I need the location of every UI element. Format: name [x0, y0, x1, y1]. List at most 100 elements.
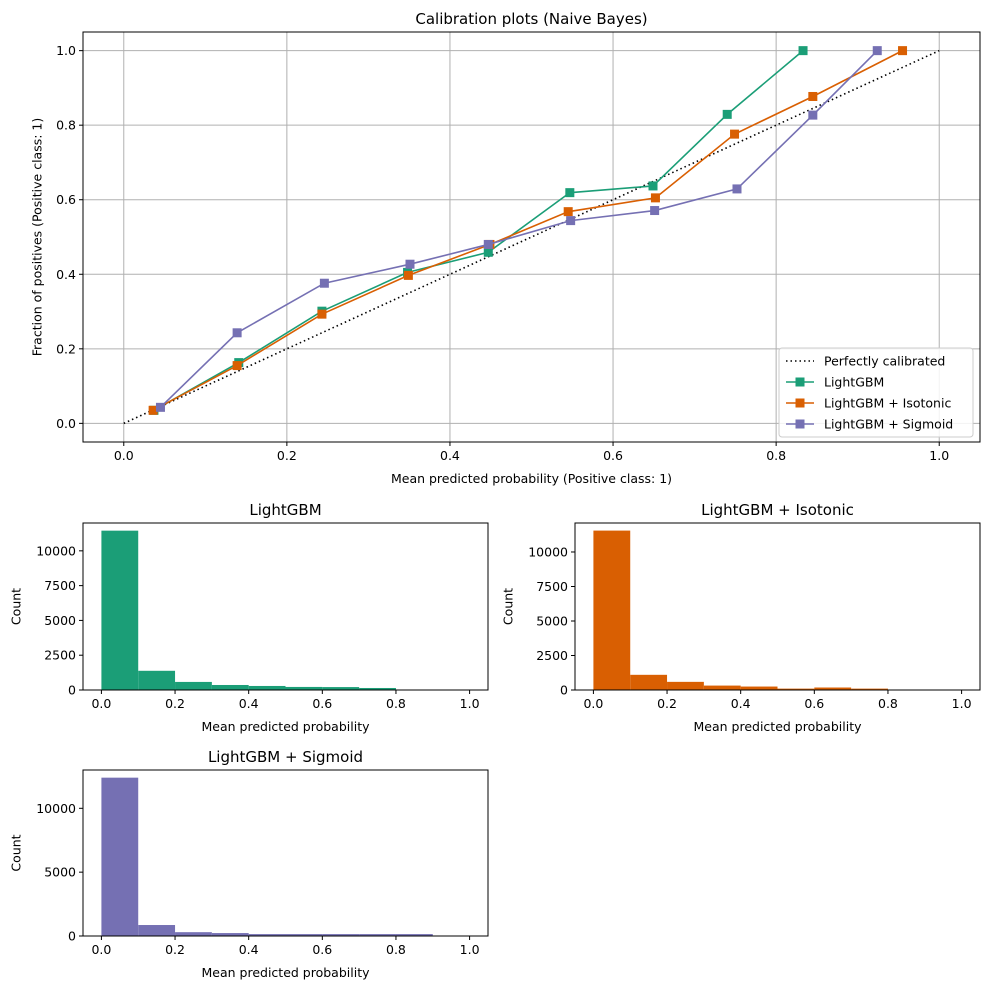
data-point-marker [732, 184, 742, 194]
x-tick-label: 0.8 [878, 696, 898, 711]
legend-swatch-marker [795, 377, 805, 387]
y-tick-label: 0.0 [56, 416, 76, 431]
axes-frame [82, 769, 489, 937]
chart-title: LightGBM [249, 501, 321, 519]
x-tick-label: 0.6 [312, 942, 332, 957]
chart-title: LightGBM + Isotonic [701, 501, 854, 519]
series-1 [148, 46, 908, 415]
histogram-bar [814, 687, 852, 690]
x-tick-label: 1.0 [460, 942, 480, 957]
series-line [152, 49, 903, 412]
y-tick-label: 2500 [536, 648, 568, 663]
legend-swatch-marker [795, 419, 805, 429]
histogram-bar [667, 681, 704, 690]
x-tick-label: 0.8 [386, 696, 406, 711]
y-axis-label: Count [501, 588, 516, 625]
y-tick-label: 0.8 [56, 118, 76, 133]
x-tick-label: 0.2 [657, 696, 677, 711]
x-tick-label: 0.2 [277, 448, 297, 463]
y-tick-label: 5000 [44, 865, 76, 880]
y-tick-label: 0.6 [56, 192, 76, 207]
histogram-bar [175, 932, 212, 936]
data-point-marker [405, 259, 415, 269]
chart-title: Calibration plots (Naive Bayes) [415, 10, 647, 28]
calibration-plot: 0.0 0.2 0.4 0.6 0.8 1.0 0.0 0.2 0.4 0.6 0.8 1.0 Cali… [30, 10, 981, 486]
data-point-marker [566, 216, 576, 226]
legend-label: LightGBM [824, 375, 884, 390]
legend: Perfectly calibrated LightGBM LightGBM + I… [778, 347, 974, 438]
x-tick-label: 0.6 [312, 696, 332, 711]
histogram-bar [322, 687, 360, 690]
x-tick-label: 0.4 [731, 696, 751, 711]
series-line [159, 50, 878, 408]
data-point-marker [232, 328, 242, 338]
data-point-marker [232, 361, 242, 371]
data-point-marker [319, 278, 329, 288]
histogram-bar [285, 934, 323, 936]
y-axis-label: Fraction of positives (Positive class: 1… [30, 118, 45, 357]
x-axis-label: Mean predicted probability [694, 719, 863, 734]
legend-label: LightGBM + Sigmoid [824, 417, 953, 432]
histogram-bar [101, 777, 139, 936]
x-tick-label: 0.2 [165, 942, 185, 957]
x-tick-label: 0.8 [386, 942, 406, 957]
x-tick-label: 0.6 [603, 448, 623, 463]
histogram-bar [138, 925, 176, 936]
y-tick-label: 5000 [44, 613, 76, 628]
histogram-bar [703, 685, 741, 690]
x-tick-label: 0.6 [804, 696, 824, 711]
data-point-marker [155, 402, 165, 412]
histogram-bar [740, 686, 778, 690]
x-tick-label: 0.0 [91, 942, 111, 957]
x-tick-label: 0.8 [766, 448, 786, 463]
y-axis-label: Count [9, 588, 24, 625]
y-tick-label: 0 [68, 683, 76, 698]
axes-frame [82, 522, 489, 691]
axes-frame [82, 31, 981, 443]
x-axis-label: Mean predicted probability [202, 719, 371, 734]
histogram-bar [248, 934, 286, 936]
data-point-marker [798, 46, 808, 56]
legend-label: LightGBM + Isotonic [824, 396, 951, 411]
histogram-bar [395, 934, 433, 936]
data-point-marker [650, 193, 660, 203]
y-tick-label: 0.2 [56, 341, 76, 356]
y-axis-label: Count [9, 834, 24, 871]
x-tick-label: 0.0 [583, 696, 603, 711]
histogram-bar [248, 685, 286, 690]
histogram-bar [630, 674, 668, 690]
axes-frame [574, 522, 981, 691]
x-tick-label: 0.4 [440, 448, 460, 463]
histogram-bar [285, 686, 323, 690]
perfectly-calibrated-line [123, 49, 940, 425]
x-axis-label: Mean predicted probability [202, 965, 371, 980]
x-tick-label: 1.0 [460, 696, 480, 711]
histogram-bar [359, 934, 396, 936]
histogram-bar [101, 530, 139, 690]
y-tick-label: 5000 [536, 613, 568, 628]
histogram-bar [851, 688, 888, 690]
x-tick-label: 0.0 [91, 696, 111, 711]
y-tick-label: 7500 [536, 579, 568, 594]
histogram-1: 0.0 0.2 0.4 0.6 0.8 1.0 0 2500 5000 7500 10000 Ligh… [9, 501, 489, 734]
y-tick-label: 2500 [44, 648, 76, 663]
x-tick-label: 1.0 [929, 448, 949, 463]
y-tick-label: 1.0 [56, 43, 76, 58]
y-tick-label: 0 [68, 929, 76, 944]
histogram-bar [777, 688, 815, 690]
data-point-marker [872, 46, 882, 56]
x-tick-label: 0.4 [239, 942, 259, 957]
data-point-marker [650, 206, 660, 216]
x-tick-label: 0.2 [165, 696, 185, 711]
data-point-marker [808, 110, 818, 120]
series-2 [155, 46, 882, 412]
data-point-marker [722, 109, 732, 119]
y-tick-label: 7500 [44, 578, 76, 593]
histogram-bar [211, 933, 249, 936]
x-tick-label: 0.4 [239, 696, 259, 711]
histogram-2: 0.0 0.2 0.4 0.6 0.8 1.0 0 2500 5000 7500 10000 Ligh… [501, 501, 981, 734]
y-tick-label: 10000 [36, 801, 76, 816]
x-axis-label: Mean predicted probability (Positive cla… [391, 471, 672, 486]
legend-swatch-marker [795, 398, 805, 408]
